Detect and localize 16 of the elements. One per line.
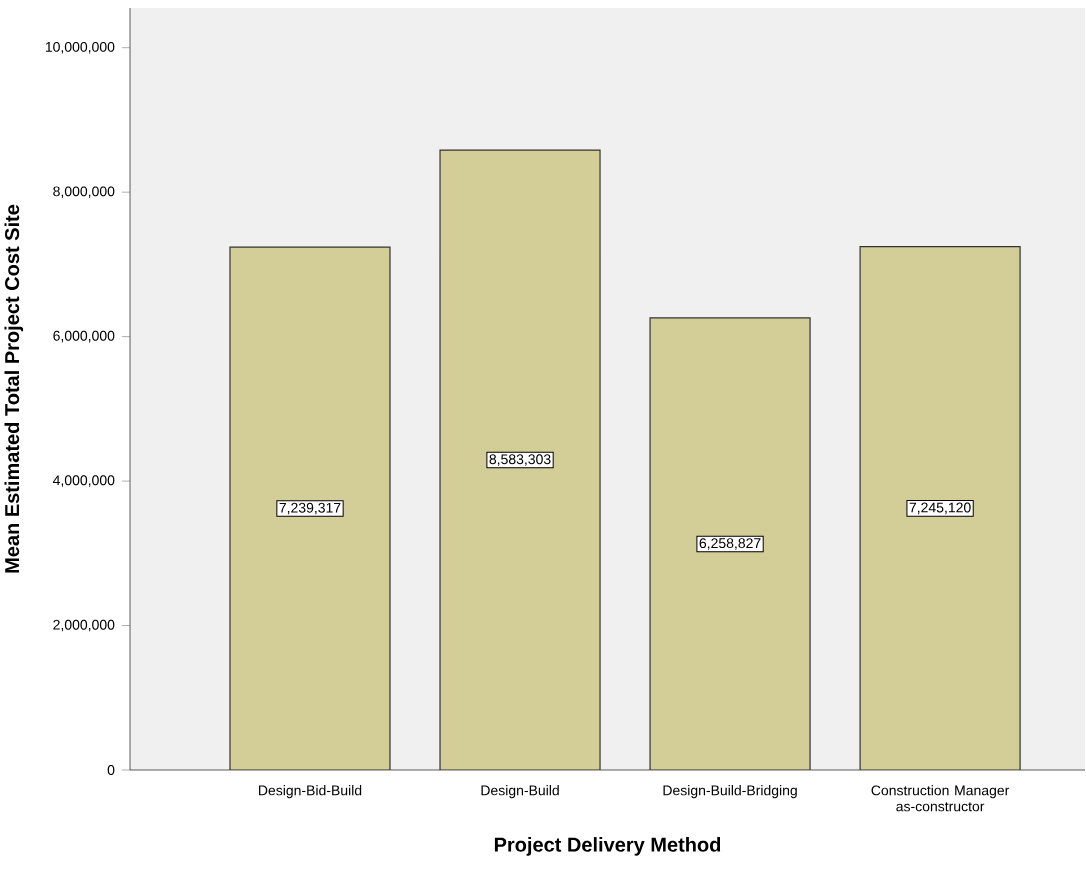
x-tick-label: Design-Build: [481, 785, 559, 799]
y-tick-label: 2,000,000: [53, 619, 115, 632]
x-tick-label: Design-Build-Bridging: [663, 785, 797, 799]
data-label: 6,258,827: [699, 538, 761, 550]
y-tick-label: 4,000,000: [52, 475, 115, 487]
data-label: 8,583,303: [489, 454, 551, 466]
y-tick-label: 10,000,000: [45, 41, 115, 54]
y-axis-title: Mean Estimated Total Project Cost Site: [4, 204, 24, 573]
y-tick-label: 6,000,000: [53, 330, 115, 343]
x-axis-title: Project Delivery Method: [494, 837, 721, 856]
x-tick-label: Design-Bid-Build: [259, 785, 362, 799]
data-label: 7,245,120: [909, 502, 971, 515]
data-label: 7,239,317: [279, 502, 341, 515]
y-tick-label: 8,000,000: [53, 186, 115, 198]
y-tick-label: 0: [107, 765, 115, 775]
x-tick-label: Construction Manager as-constructor: [871, 785, 1010, 812]
